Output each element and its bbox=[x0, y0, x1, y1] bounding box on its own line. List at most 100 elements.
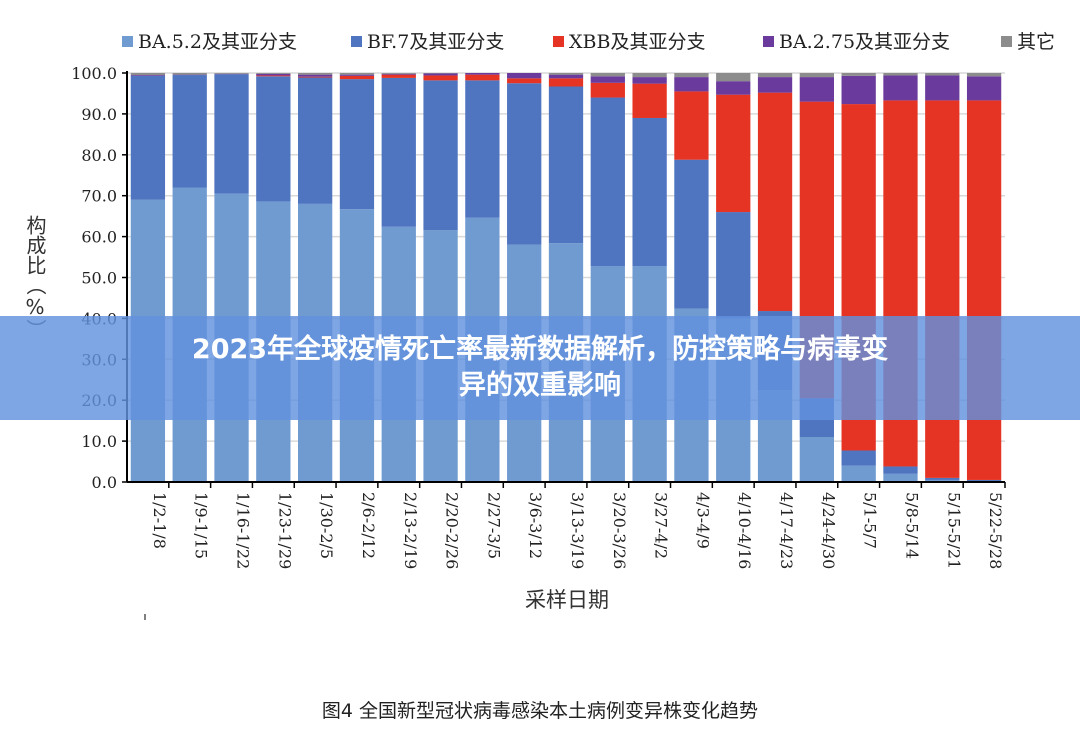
bar-segment bbox=[423, 80, 458, 231]
legend-swatch bbox=[1001, 36, 1012, 47]
bar-segment bbox=[548, 73, 584, 75]
bar-segment bbox=[799, 77, 834, 102]
x-tick-label: 4/3-4/9 bbox=[693, 492, 712, 549]
bar-segment bbox=[632, 117, 667, 267]
bar-segment bbox=[716, 94, 751, 213]
bar-segment bbox=[465, 80, 500, 218]
bar-segment bbox=[298, 77, 333, 204]
x-tick-label: 5/1-5/7 bbox=[861, 492, 880, 549]
x-tick-label: 1/23-1/29 bbox=[275, 492, 294, 569]
legend-label: BA.2.75及其亚分支 bbox=[779, 31, 950, 53]
bar-segment bbox=[130, 75, 166, 76]
bar-segment bbox=[423, 73, 458, 76]
bar-segment bbox=[716, 212, 751, 319]
bar-segment bbox=[757, 77, 793, 93]
x-tick-label: 2/13-2/19 bbox=[401, 492, 420, 569]
bar-segment bbox=[674, 77, 709, 92]
x-tick-label: 3/27-4/2 bbox=[652, 492, 671, 559]
legend-swatch bbox=[351, 36, 362, 47]
bar-segment bbox=[632, 83, 667, 118]
bar-segment bbox=[883, 73, 918, 76]
y-tick-label: 100.0 bbox=[71, 64, 117, 83]
y-tick-label: 80.0 bbox=[81, 146, 117, 165]
bar-segment bbox=[256, 73, 291, 74]
x-tick-label: 4/17-4/23 bbox=[777, 492, 796, 569]
bar-segment bbox=[632, 77, 667, 84]
bar-segment bbox=[632, 73, 667, 78]
bar-segment bbox=[590, 76, 625, 83]
title-banner: 2023年全球疫情死亡率最新数据解析，防控策略与病毒变异的双重影响 bbox=[0, 316, 1080, 420]
bar-segment bbox=[172, 73, 207, 75]
bar-segment bbox=[966, 76, 1002, 101]
legend-label: 其它 bbox=[1017, 31, 1055, 53]
bar-segment bbox=[757, 73, 793, 78]
bar-segment bbox=[925, 75, 960, 101]
bar-segment bbox=[966, 73, 1002, 77]
bar-segment bbox=[214, 74, 249, 194]
legend-label: BF.7及其亚分支 bbox=[367, 31, 504, 53]
x-tick-label: 3/13-3/19 bbox=[568, 492, 587, 569]
bar-segment bbox=[548, 78, 584, 87]
x-tick-label: 1/16-1/22 bbox=[234, 492, 253, 569]
bar-segment bbox=[674, 91, 709, 160]
x-tick-label: 5/8-5/14 bbox=[902, 492, 921, 559]
bar-segment bbox=[339, 79, 375, 210]
legend-swatch bbox=[763, 36, 774, 47]
bar-segment bbox=[339, 74, 375, 76]
legend-swatch bbox=[122, 36, 133, 47]
bar-segment bbox=[883, 466, 918, 474]
bar-segment bbox=[130, 75, 166, 200]
bar-segment bbox=[172, 75, 207, 188]
bar-segment bbox=[507, 83, 542, 245]
legend-label: XBB及其亚分支 bbox=[569, 31, 705, 53]
bar-segment bbox=[841, 75, 876, 105]
bar-segment bbox=[674, 73, 709, 78]
bar-segment bbox=[381, 74, 416, 78]
x-tick-label: 2/27-3/5 bbox=[484, 492, 503, 559]
banner-title: 2023年全球疫情死亡率最新数据解析，防控策略与病毒变异的双重影响 bbox=[191, 334, 889, 401]
bar-segment bbox=[841, 450, 876, 466]
x-tick-label: 2/20-2/26 bbox=[443, 492, 462, 569]
bar-segment bbox=[966, 100, 1002, 480]
y-tick-label: 50.0 bbox=[81, 269, 117, 288]
bar-segment bbox=[465, 74, 500, 81]
bar-segment bbox=[966, 479, 1002, 482]
bar-segment bbox=[590, 97, 625, 267]
bar-segment bbox=[925, 100, 960, 478]
bar-segment bbox=[381, 73, 416, 75]
bar-segment bbox=[256, 73, 291, 76]
bar-segment bbox=[298, 74, 333, 77]
bar-segment bbox=[507, 78, 542, 84]
x-tick-label: 4/24-4/30 bbox=[819, 492, 838, 569]
bar-segment bbox=[298, 73, 333, 75]
x-axis-label: 采样日期 bbox=[525, 588, 609, 612]
y-tick-label: 70.0 bbox=[81, 187, 117, 206]
x-tick-label: 1/30-2/5 bbox=[317, 492, 336, 559]
bar-segment bbox=[716, 73, 751, 82]
bar-segment bbox=[757, 92, 793, 312]
bar-segment bbox=[799, 73, 834, 78]
bar-segment bbox=[256, 75, 291, 77]
bar-segment bbox=[590, 82, 625, 98]
bar-segment bbox=[841, 465, 876, 482]
bar-segment bbox=[925, 73, 960, 76]
bar-segment bbox=[130, 73, 166, 76]
bar-segment bbox=[381, 77, 416, 227]
bar-segment bbox=[799, 437, 834, 482]
x-tick-label: 1/2-1/8 bbox=[150, 492, 169, 549]
bar-segment bbox=[925, 479, 960, 482]
x-tick-label: 2/6-2/12 bbox=[359, 492, 378, 559]
y-tick-label: 60.0 bbox=[81, 228, 117, 247]
x-tick-label: 5/15-5/21 bbox=[944, 492, 963, 569]
bar-segment bbox=[841, 73, 876, 76]
bar-segment bbox=[339, 73, 375, 75]
bar-segment bbox=[883, 473, 918, 482]
bar-segment bbox=[925, 477, 960, 480]
y-tick-label: 0.0 bbox=[92, 473, 117, 492]
bar-segment bbox=[590, 73, 625, 77]
bar-segment bbox=[507, 73, 542, 79]
x-tick-label: 3/20-3/26 bbox=[610, 492, 629, 569]
legend-label: BA.5.2及其亚分支 bbox=[138, 31, 297, 53]
bar-segment bbox=[423, 75, 458, 81]
